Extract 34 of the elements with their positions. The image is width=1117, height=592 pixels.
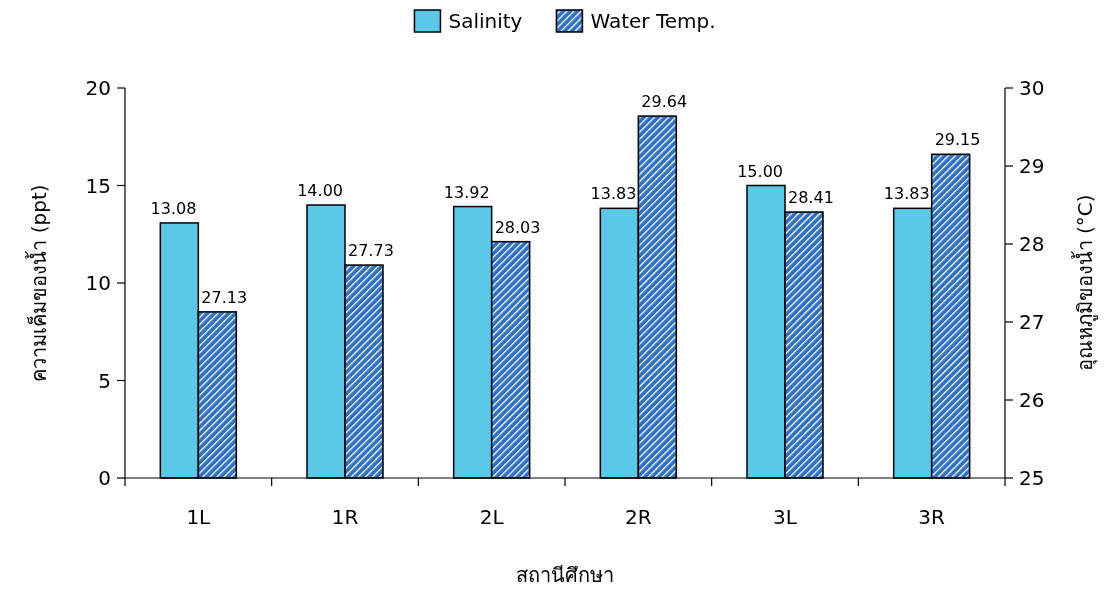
x-tick-label: 3R <box>918 505 946 529</box>
data-label: 13.83 <box>883 184 930 204</box>
data-label: 27.13 <box>201 287 248 307</box>
y-tick-label: 10 <box>85 271 111 295</box>
x-tick-label: 2R <box>625 505 652 529</box>
x-tick-label: 1L <box>186 505 212 529</box>
y-tick-label: 5 <box>98 368 111 393</box>
legend-label: Water Temp. <box>590 9 716 33</box>
y-axis-title: ความเค็มของน้ำ (ppt) <box>25 184 51 382</box>
y-tick-label: 15 <box>85 173 111 198</box>
y2-tick-label: 25 <box>1019 466 1045 490</box>
y2-tick-label: 29 <box>1019 154 1045 178</box>
data-label: 13.83 <box>590 184 637 204</box>
x-tick-label: 2L <box>479 505 505 529</box>
data-label: 14.00 <box>297 181 343 200</box>
data-label: 28.41 <box>788 188 834 208</box>
y2-tick-label: 27 <box>1019 310 1045 334</box>
data-label: 29.15 <box>934 130 981 150</box>
data-label: 13.08 <box>150 198 197 218</box>
x-tick-label: 3L <box>773 505 798 529</box>
legend-label: Salinity <box>448 9 523 33</box>
y2-tick-label: 28 <box>1019 232 1045 256</box>
data-label: 28.03 <box>494 217 541 237</box>
x-axis-title: สถานีศึกษา <box>516 563 614 587</box>
y-tick-label: 20 <box>85 76 111 100</box>
y-tick-label: 0 <box>98 466 111 490</box>
y2-tick-label: 26 <box>1019 388 1045 412</box>
data-label: 27.73 <box>348 241 394 261</box>
data-label: 29.64 <box>641 92 688 112</box>
data-label: 15.00 <box>737 161 783 181</box>
data-label: 13.92 <box>443 182 490 202</box>
x-tick-label: 1R <box>331 505 359 529</box>
y2-tick-label: 30 <box>1019 76 1045 100</box>
y2-axis-title: อุณหภูมิของน้ำ (°C) <box>1071 194 1098 372</box>
